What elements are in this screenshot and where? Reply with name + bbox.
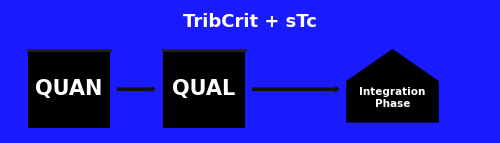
Text: QUAL: QUAL [172,79,236,99]
Polygon shape [346,49,439,123]
Text: QUAN: QUAN [35,79,102,99]
FancyBboxPatch shape [28,50,110,128]
FancyBboxPatch shape [162,50,245,128]
Text: TribCrit + sTc: TribCrit + sTc [183,13,317,31]
Text: Integration
Phase: Integration Phase [360,87,426,109]
